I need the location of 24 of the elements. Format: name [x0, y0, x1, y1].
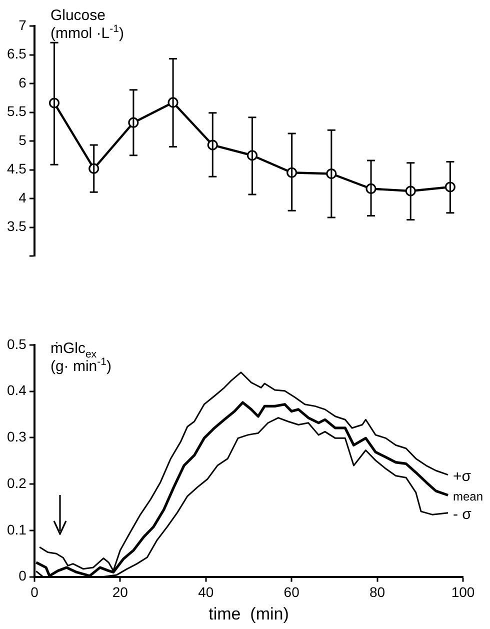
y-tick-label: 6 [18, 74, 27, 90]
x-axis-title: time (min) [208, 604, 289, 624]
series-label: - σ [453, 506, 472, 523]
y-tick-label: 0.2 [6, 474, 27, 491]
y-tick-label: 0.5 [6, 336, 27, 352]
y-tick-label: 0.4 [6, 382, 27, 398]
y-tick-label: 7 [18, 16, 27, 33]
y-tick-label: 4 [18, 189, 27, 206]
y-tick-label: 0 [18, 568, 27, 584]
x-tick-label: 40 [198, 584, 214, 600]
y-tick-label: 5 [18, 132, 27, 148]
series-label: +σ [453, 468, 472, 485]
x-tick-label: 100 [451, 584, 475, 600]
x-tick-label: 20 [112, 584, 128, 600]
y-tick-label: 3.5 [6, 218, 27, 234]
y-tick-label: 0.1 [6, 521, 27, 538]
y-tick-label: 6.5 [6, 46, 27, 62]
x-tick-label: 60 [284, 584, 300, 600]
y-tick-label: 5.5 [6, 103, 27, 120]
y-tick-label: 0.3 [6, 428, 27, 445]
series-label: mean [453, 490, 484, 504]
y-tick-label: 4.5 [6, 160, 27, 177]
x-tick-label: 80 [370, 584, 386, 600]
x-tick-label: 0 [30, 584, 39, 600]
